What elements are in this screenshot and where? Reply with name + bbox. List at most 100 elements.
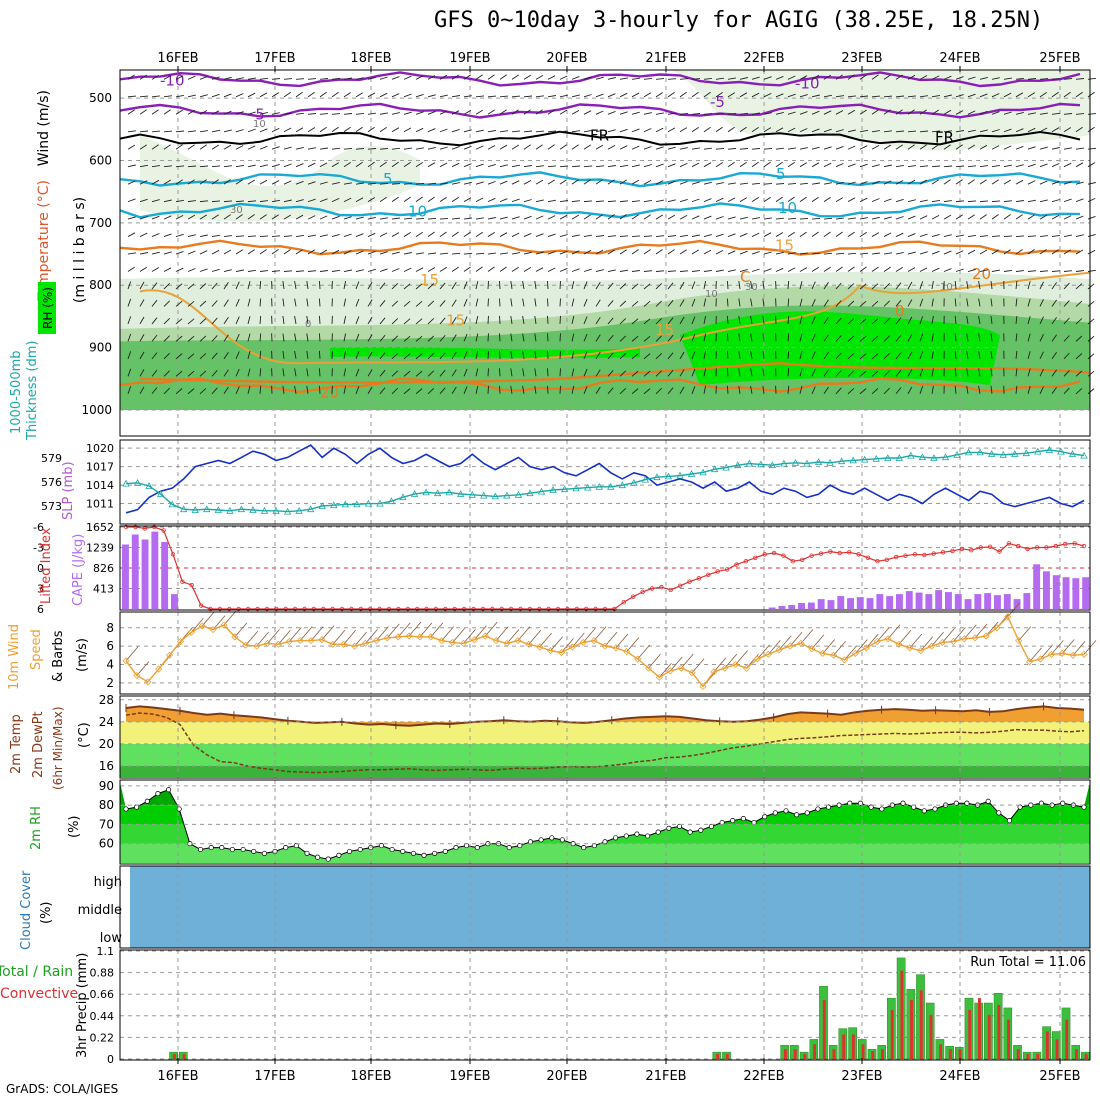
wind-speed-point (427, 633, 435, 641)
lifted-index-point (302, 606, 307, 612)
wind-barb (703, 181, 712, 185)
wind-barb (919, 298, 924, 307)
wind-barb (427, 146, 436, 150)
wind-barb (1027, 270, 1037, 272)
thickness-point (387, 497, 396, 505)
wind-barb (547, 144, 555, 150)
wind-barb (1063, 317, 1070, 325)
wind-barb (271, 163, 280, 168)
wind-barb (966, 350, 969, 359)
upper-air-frame (119, 69, 1091, 437)
wind-barb (427, 283, 435, 290)
cape-bar (896, 594, 903, 609)
wind-barb (187, 388, 195, 395)
rh-point (772, 810, 778, 816)
wind-speed-point (361, 639, 370, 647)
wind-barb (151, 109, 159, 115)
wind-speed-point (187, 628, 195, 636)
cape-bar (954, 594, 962, 609)
wind-barb (367, 148, 377, 150)
wind-barb (1075, 283, 1083, 290)
wind-barb (175, 215, 184, 220)
wind-tick-label: 8 (106, 621, 114, 635)
wind-barb (907, 215, 916, 220)
wind-barb (487, 197, 496, 203)
wind10m-barb (735, 650, 748, 665)
wind-barb (763, 127, 772, 133)
wind-barb (895, 74, 903, 80)
thickness-point (399, 493, 407, 501)
wind-barb (1003, 145, 1012, 150)
wind-barb (655, 180, 664, 185)
wind-barb (487, 74, 495, 80)
wind-barb (571, 250, 580, 255)
wind-barb (547, 165, 557, 168)
lifted-index-point (123, 524, 129, 530)
wind-barb (775, 196, 783, 203)
wind-barb (691, 78, 701, 80)
wind-barb (583, 129, 592, 133)
wind-speed-point (340, 640, 348, 648)
wind-barb (655, 112, 664, 115)
wind-barb (151, 165, 160, 168)
wind-barb (691, 316, 696, 325)
contour-label: FR (590, 127, 609, 145)
wind-barb (307, 78, 317, 80)
thickness-point (341, 500, 349, 508)
wind-barb (415, 283, 423, 290)
thickness-point (1045, 446, 1054, 453)
wind-barb (235, 298, 240, 307)
wind-barb (294, 350, 297, 359)
wind-barb (522, 333, 525, 342)
wind-barb (1051, 163, 1060, 168)
rh-contour-label: 10 (253, 119, 266, 130)
wind-barb (1063, 91, 1071, 98)
wind-barb (187, 370, 195, 377)
wind-barb (1003, 128, 1012, 133)
wind-barb (139, 299, 145, 307)
wind10m-barb (865, 633, 879, 649)
wind-barb (667, 317, 674, 325)
wind-barb (847, 266, 855, 272)
wind-barb (259, 249, 267, 255)
wind-barb (919, 267, 928, 272)
wind-barb (439, 128, 448, 133)
wind-barb (487, 232, 496, 237)
wind-barb (823, 299, 829, 307)
wind-barb (799, 217, 809, 220)
wind-barb (211, 268, 220, 272)
wind-barb (367, 161, 375, 168)
wind-barb (775, 93, 784, 98)
thickness-point (572, 484, 580, 492)
wind10m-barb (909, 633, 923, 649)
wind-barb (954, 333, 957, 342)
wind-barb (271, 199, 280, 203)
wind-barb (691, 333, 696, 342)
wind-barb (139, 281, 145, 290)
wind-barb (294, 298, 297, 307)
wind10m-barb (593, 626, 607, 641)
wind-barb (847, 300, 855, 307)
wind-barb (307, 147, 316, 150)
thickness-point (353, 500, 361, 508)
wind-barb (343, 298, 347, 307)
wind-barb (139, 232, 148, 237)
wind-barb (787, 333, 790, 342)
wind-barb (127, 316, 132, 325)
thickness-point (249, 506, 257, 513)
wind-barb (583, 94, 592, 98)
wind-barb (847, 388, 855, 395)
wind-barb (943, 250, 952, 255)
cape-bar (1062, 577, 1070, 609)
lifted-index-point (612, 606, 617, 612)
wind-barb (163, 300, 171, 307)
wind-barb (1075, 300, 1083, 307)
wind-barb (643, 370, 651, 377)
wind-barb (211, 300, 218, 307)
wind-barb (967, 234, 976, 238)
lifted-index-point (734, 562, 739, 567)
wind-barb (475, 217, 484, 220)
rh-point (123, 806, 129, 812)
wind-barb (739, 92, 748, 98)
wind-barb (667, 78, 677, 80)
